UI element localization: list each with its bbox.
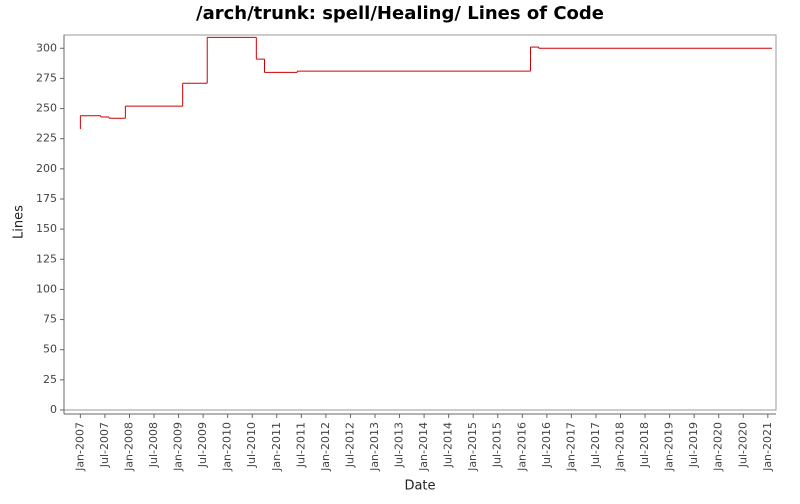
y-tick-label: 0 bbox=[50, 403, 57, 416]
x-tick-label: Jul-2019 bbox=[687, 422, 700, 468]
plot-area bbox=[63, 34, 777, 411]
y-tick-label: 250 bbox=[36, 102, 57, 115]
x-tick-label: Jan-2018 bbox=[614, 422, 627, 472]
y-tick-label: 225 bbox=[36, 132, 57, 145]
y-tick-label: 175 bbox=[36, 192, 57, 205]
x-tick-label: Jul-2008 bbox=[147, 422, 160, 468]
x-tick-label: Jul-2015 bbox=[491, 422, 504, 468]
x-tick-label: Jan-2009 bbox=[172, 422, 185, 472]
x-tick-label: Jul-2011 bbox=[294, 422, 307, 468]
y-tick-label: 25 bbox=[43, 373, 57, 386]
x-tick-label: Jul-2014 bbox=[442, 422, 455, 468]
chart-title: /arch/trunk: spell/Healing/ Lines of Cod… bbox=[196, 3, 604, 24]
x-tick-label: Jul-2020 bbox=[736, 422, 749, 468]
x-tick-label: Jan-2015 bbox=[466, 422, 479, 472]
x-tick-label: Jan-2016 bbox=[515, 422, 528, 472]
y-tick-label: 200 bbox=[36, 162, 57, 175]
x-tick-label: Jan-2008 bbox=[122, 422, 135, 472]
x-tick-label: Jan-2014 bbox=[417, 422, 430, 472]
x-tick-label: Jan-2021 bbox=[761, 422, 774, 472]
x-tick-label: Jan-2011 bbox=[270, 422, 283, 472]
x-tick-label: Jul-2010 bbox=[245, 422, 258, 468]
y-tick-label: 75 bbox=[43, 313, 57, 326]
x-tick-label: Jan-2019 bbox=[663, 422, 676, 472]
x-tick-label: Jul-2017 bbox=[589, 422, 602, 468]
x-tick-label: Jul-2012 bbox=[343, 422, 356, 468]
y-tick-label: 125 bbox=[36, 252, 57, 265]
x-tick-label: Jan-2020 bbox=[712, 422, 725, 472]
y-tick-label: 100 bbox=[36, 282, 57, 295]
x-axis-title: Date bbox=[404, 479, 435, 494]
y-tick-label: 150 bbox=[36, 222, 57, 235]
x-tick-label: Jan-2013 bbox=[368, 422, 381, 472]
x-tick-label: Jul-2007 bbox=[98, 422, 111, 468]
y-tick-label: 300 bbox=[36, 41, 57, 54]
x-tick-label: Jul-2013 bbox=[393, 422, 406, 468]
x-tick-label: Jul-2016 bbox=[540, 422, 553, 468]
y-tick-label: 50 bbox=[43, 343, 57, 356]
x-tick-label: Jan-2017 bbox=[564, 422, 577, 472]
y-tick-label: 275 bbox=[36, 71, 57, 84]
x-tick-label: Jan-2007 bbox=[73, 422, 86, 472]
x-tick-label: Jul-2018 bbox=[638, 422, 651, 468]
x-tick-label: Jul-2009 bbox=[196, 422, 209, 468]
x-tick-label: Jan-2012 bbox=[319, 422, 332, 472]
y-axis-title: Lines bbox=[12, 205, 27, 239]
x-tick-label: Jan-2010 bbox=[221, 422, 234, 472]
